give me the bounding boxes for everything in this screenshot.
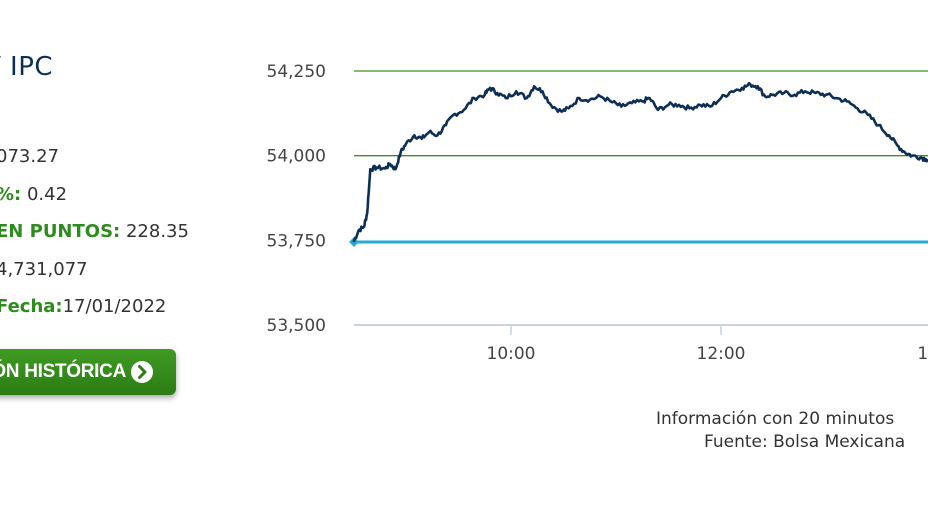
index-title: / IPC (0, 52, 54, 82)
change-points-value: 228.35 (120, 221, 189, 242)
date-label: Fecha: (0, 296, 63, 317)
volume-value: 4,731,077 (0, 259, 88, 280)
volume-row: 4,731,077 (0, 259, 88, 280)
y-tick-label: 54,000 (267, 147, 326, 167)
change-percent-value: 0.42 (21, 184, 68, 205)
price-series-line (352, 81, 928, 243)
x-tick-label: 14: (917, 344, 928, 364)
history-button-label: ÓN HISTÓRICA (0, 361, 126, 382)
change-percent-label: %: (0, 184, 22, 205)
date-row: Fecha:17/01/2022 (0, 296, 166, 317)
change-points-label: EN PUNTOS: (0, 221, 121, 242)
date-value: 17/01/2022 (62, 296, 167, 317)
y-tick-label: 53,500 (267, 316, 326, 336)
chevron-right-icon (130, 360, 154, 384)
x-tick-label: 10:00 (487, 344, 536, 364)
last-value: 073.27 (0, 146, 59, 167)
history-button[interactable]: ÓN HISTÓRICA (0, 349, 176, 395)
y-tick-label: 53,750 (267, 231, 326, 251)
y-tick-label: 54,250 (267, 62, 326, 82)
change-points-row: EN PUNTOS: 228.35 (0, 221, 189, 242)
x-tick-label: 12:00 (697, 344, 746, 364)
source-notice: Fuente: Bolsa Mexicana (704, 432, 906, 452)
delay-notice: Información con 20 minutos (656, 409, 895, 429)
change-percent-row: %: 0.42 (0, 184, 67, 205)
last-value-row: 073.27 (0, 146, 59, 167)
